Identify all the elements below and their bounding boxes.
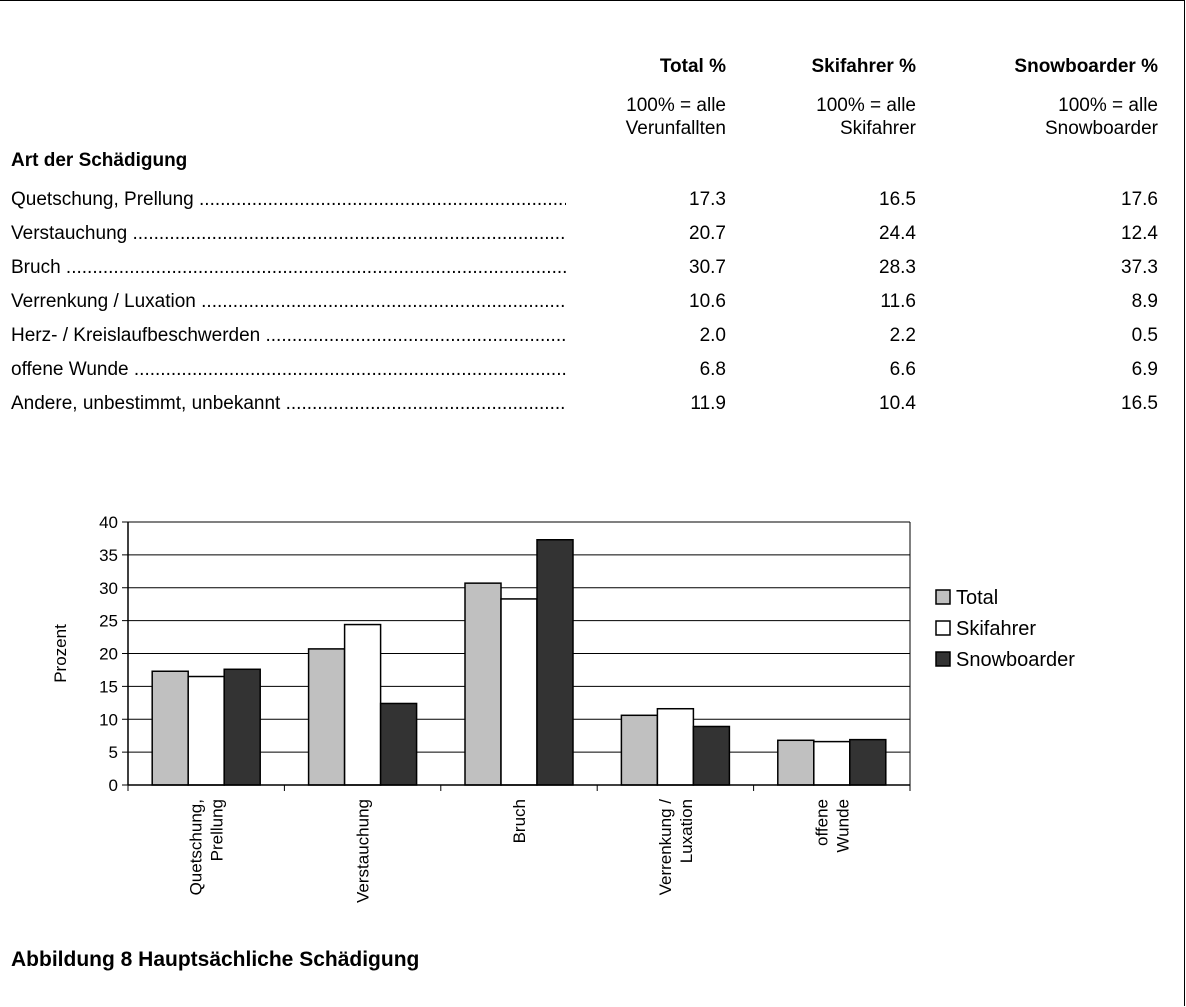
- cell-skifahrer: 16.5: [879, 189, 916, 210]
- cell-skifahrer: 24.4: [879, 223, 916, 244]
- y-tick-label: 25: [99, 612, 118, 631]
- table-row: Bruch 30.7 28.3 37.3: [0, 257, 1186, 287]
- cell-total: 30.7: [689, 257, 726, 278]
- x-category-label: Quetschung,: [187, 799, 206, 895]
- x-category-label: Luxation: [677, 799, 696, 863]
- row-label: Andere, unbestimmt, unbekannt: [11, 393, 566, 415]
- bar-skifahrer: [813, 740, 851, 786]
- row-label: offene Wunde: [11, 359, 566, 381]
- bar-total: [777, 739, 815, 786]
- bar-snowboarder: [379, 702, 418, 786]
- column-sub-skifahrer-line1: 100% = alle: [816, 95, 916, 116]
- y-tick-label: 20: [99, 645, 118, 664]
- table-row: Quetschung, Prellung 17.3 16.5 17.6: [0, 189, 1186, 219]
- figure-caption: Abbildung 8 Hauptsächliche Schädigung: [11, 948, 420, 971]
- bar-total: [464, 582, 502, 786]
- table-row: Verrenkung / Luxation 10.6 11.6 8.9: [0, 291, 1186, 321]
- table-row: Verstauchung 20.7 24.4 12.4: [0, 223, 1186, 253]
- cell-snowboarder: 37.3: [1121, 257, 1158, 278]
- column-sub-total-line2: Verunfallten: [625, 118, 726, 139]
- table-row: offene Wunde 6.8 6.6 6.9: [0, 359, 1186, 389]
- y-tick-label: 5: [109, 743, 118, 762]
- cell-total: 10.6: [689, 291, 726, 312]
- section-label: Art der Schädigung: [11, 150, 188, 171]
- cell-snowboarder: 12.4: [1121, 223, 1158, 244]
- x-category-label: Prellung: [208, 799, 227, 861]
- row-label: Herz- / Kreislaufbeschwerden: [11, 325, 566, 347]
- bar-total: [151, 670, 189, 786]
- cell-skifahrer: 10.4: [879, 393, 916, 414]
- column-sub-skifahrer: 100% = alle Skifahrer: [716, 94, 916, 140]
- cell-total: 6.8: [699, 359, 726, 380]
- bar-chart: 0 5 10 15 20 25 30 35 40 Quetschung, Prellung Verst…: [51, 513, 1075, 903]
- row-label: Verrenkung / Luxation: [11, 291, 566, 313]
- cell-total: 17.3: [689, 189, 726, 210]
- legend-label-snowboarder: Snowboarder: [956, 649, 1075, 671]
- column-header-skifahrer: Skifahrer %: [811, 56, 916, 77]
- legend-swatch-total: [935, 589, 951, 605]
- y-tick-label: 10: [99, 710, 118, 729]
- table-row: Andere, unbestimmt, unbekannt 11.9 10.4 …: [0, 393, 1186, 423]
- cell-snowboarder: 16.5: [1121, 393, 1158, 414]
- row-label: Quetschung, Prellung: [11, 189, 566, 211]
- bar-skifahrer: [343, 623, 382, 786]
- legend-swatch-skifahrer: [935, 620, 951, 636]
- bar-skifahrer: [656, 707, 695, 786]
- column-sub-skifahrer-line2: Skifahrer: [839, 118, 916, 139]
- row-label: Bruch: [11, 257, 566, 279]
- legend-label-total: Total: [956, 587, 998, 609]
- table-row: Herz- / Kreislaufbeschwerden 2.0 2.2 0.5: [0, 325, 1186, 355]
- y-axis-label: Prozent: [51, 624, 70, 683]
- cell-skifahrer: 2.2: [889, 325, 916, 346]
- column-header-total: Total %: [659, 56, 726, 77]
- column-sub-total-line1: 100% = alle: [626, 95, 726, 116]
- column-sub-snowboarder-line1: 100% = alle: [1058, 95, 1158, 116]
- y-tick-label: 30: [99, 579, 118, 598]
- bar-skifahrer: [187, 675, 225, 786]
- y-tick-label: 15: [99, 677, 118, 696]
- legend-label-skifahrer: Skifahrer: [956, 618, 1036, 640]
- cell-snowboarder: 17.6: [1121, 189, 1158, 210]
- bar-skifahrer: [500, 598, 538, 786]
- y-tick-label: 0: [109, 776, 118, 795]
- cell-snowboarder: 6.9: [1131, 359, 1158, 380]
- cell-total: 20.7: [689, 223, 726, 244]
- legend-swatch-snowboarder: [935, 651, 951, 667]
- cell-snowboarder: 8.9: [1131, 291, 1158, 312]
- bar-snowboarder: [692, 725, 731, 786]
- x-category-label: Wunde: [833, 799, 852, 853]
- column-sub-snowboarder: 100% = alle Snowboarder: [936, 94, 1158, 140]
- cell-total: 11.9: [690, 393, 726, 414]
- x-category-label: Verrenkung /: [656, 799, 675, 896]
- cell-skifahrer: 6.6: [889, 359, 916, 380]
- bar-total: [620, 714, 659, 786]
- data-table: Total % Skifahrer % Snowboarder % 100% =…: [0, 0, 1186, 430]
- bar-snowboarder: [223, 668, 261, 786]
- bar-snowboarder: [849, 738, 887, 786]
- x-category-label: Bruch: [510, 799, 529, 843]
- y-tick-label: 35: [99, 546, 118, 565]
- bar-total: [307, 648, 346, 786]
- cell-skifahrer: 28.3: [879, 257, 916, 278]
- bar-snowboarder: [536, 539, 574, 786]
- column-sub-total: 100% = alle Verunfallten: [556, 94, 726, 140]
- x-category-label: offene: [812, 799, 831, 846]
- cell-snowboarder: 0.5: [1131, 325, 1158, 346]
- row-label: Verstauchung: [11, 223, 566, 245]
- cell-total: 2.0: [699, 325, 726, 346]
- cell-skifahrer: 11.6: [880, 291, 916, 312]
- column-sub-snowboarder-line2: Snowboarder: [1044, 118, 1158, 139]
- y-tick-label: 40: [99, 513, 118, 532]
- x-category-label: Verstauchung: [354, 799, 373, 903]
- column-header-snowboarder: Snowboarder %: [1014, 56, 1158, 77]
